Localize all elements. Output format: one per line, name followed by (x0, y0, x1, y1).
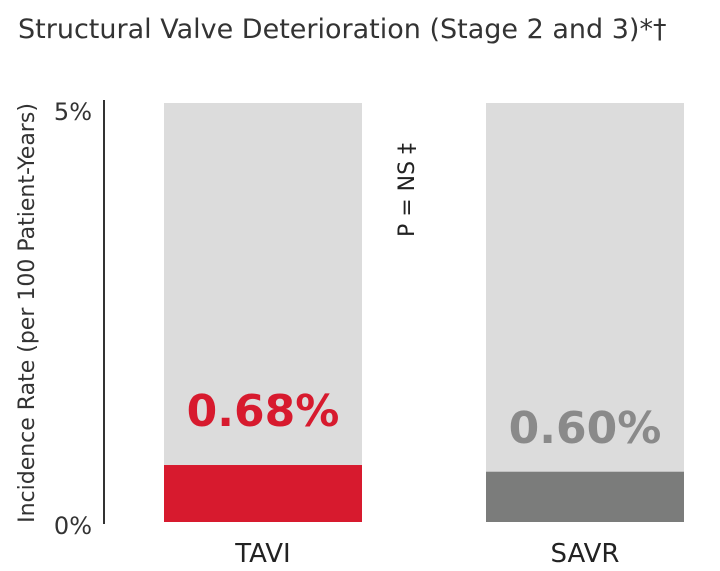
bar-savr (486, 471, 684, 522)
bar-background-tavi (164, 103, 362, 522)
y-axis-label: Incidence Rate (per 100 Patient-Years) (15, 103, 40, 523)
y-tick-label-0: 0% (54, 512, 92, 540)
chart-title: Structural Valve Deterioration (Stage 2 … (18, 14, 666, 45)
bar-background-savr (486, 103, 684, 522)
data-label-tavi: 0.68% (187, 386, 340, 437)
category-label-savr: SAVR (551, 539, 620, 569)
p-value-annotation: P = NS ‡ (395, 143, 420, 237)
data-label-savr: 0.60% (509, 403, 662, 454)
bar-tavi (164, 465, 362, 522)
bars-group: 0.68% TAVI 0.60% SAVR (164, 103, 684, 569)
y-tick-label-5: 5% (54, 98, 92, 126)
category-label-tavi: TAVI (234, 539, 290, 569)
